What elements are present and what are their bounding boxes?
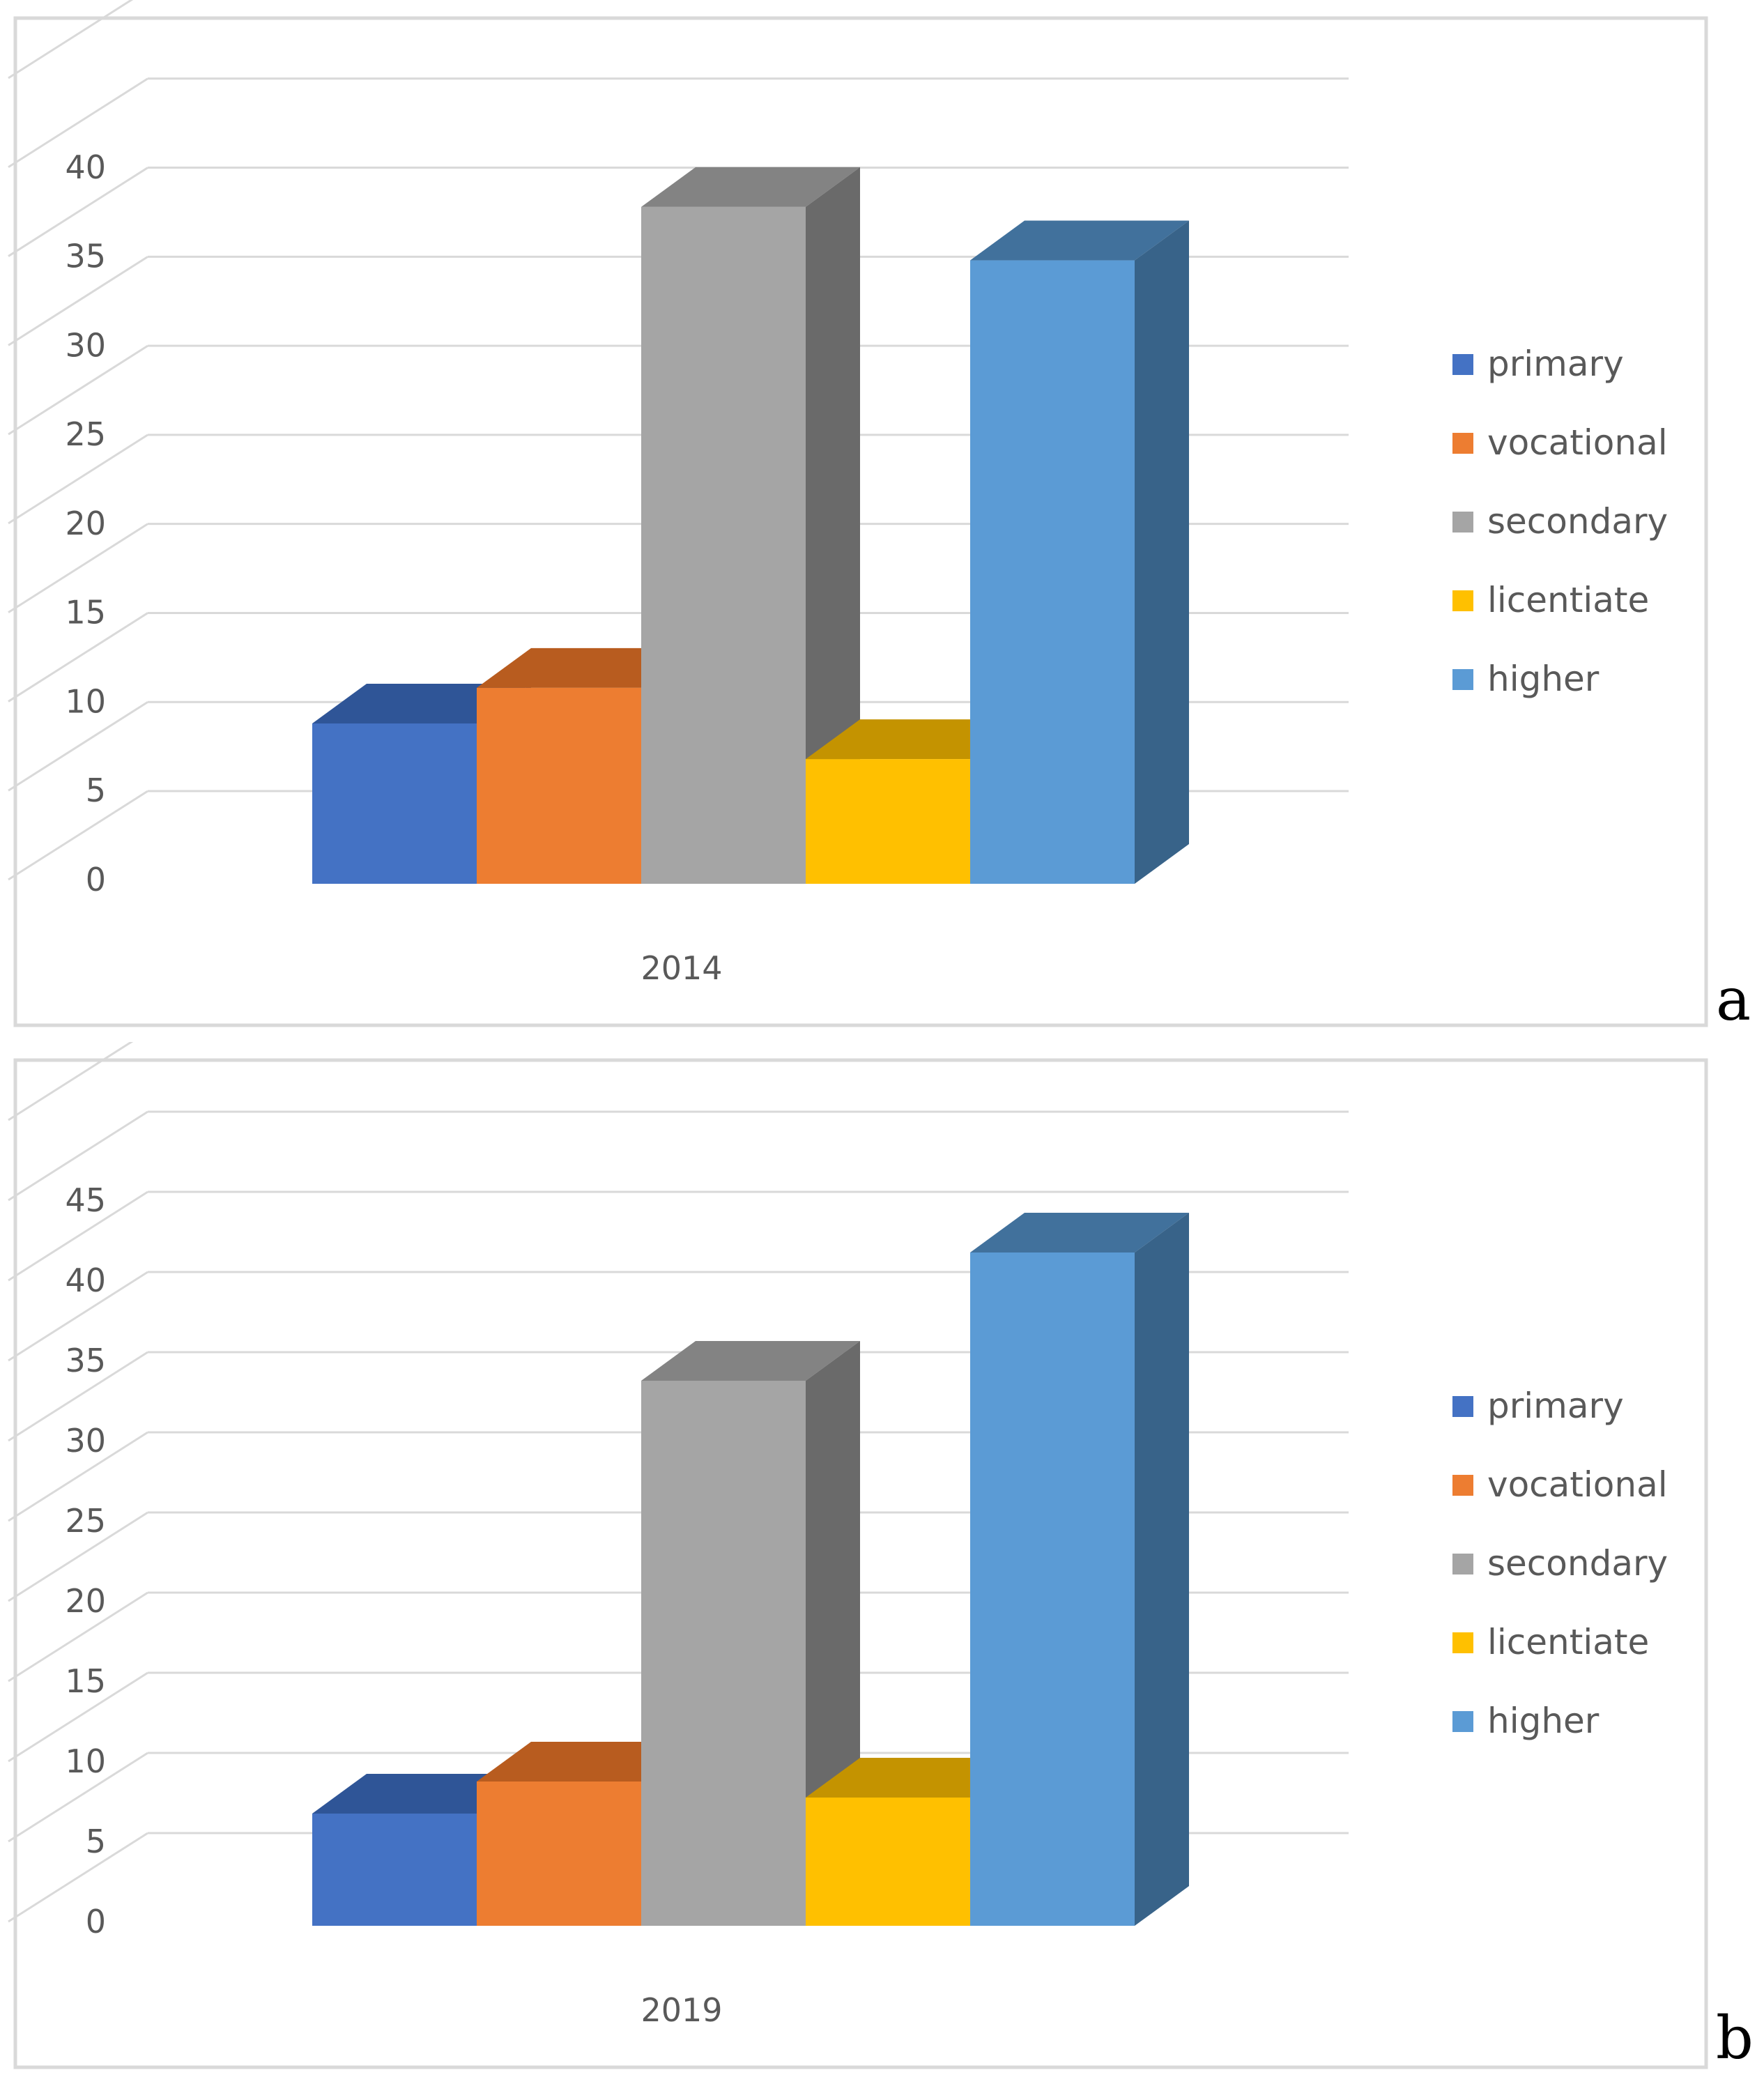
chart-a-ytick-label: 25 [65,415,106,453]
chart-a-bar-licentiate [806,759,970,884]
chart-a-svg: 0 5 10 15 20 25 30 35 40 2014 primary vocational sec… [8,0,1708,1027]
chart-b-category-label: 2019 [641,1991,722,2029]
chart-b-ytick-label: 0 [86,1903,106,1940]
chart-b-legend-label-licentiate: licentiate [1487,1622,1649,1662]
chart-b-bar-higher-top [970,1213,1189,1252]
chart-b-bar-secondary-top [641,1341,860,1381]
chart-b-grid-diagonal [8,1110,148,1202]
chart-a-bar-higher [970,260,1135,884]
chart-b-ytick-label: 40 [65,1262,106,1299]
chart-a-bar-higher-side [1135,220,1189,884]
chart-a-legend-label-vocational: vocational [1487,422,1668,463]
chart-b-bar-primary [312,1814,477,1926]
chart-b-grid-diagonal [8,1042,134,1121]
chart-a-bar-primary [312,723,477,884]
chart-a-ytick-label: 10 [65,682,106,720]
chart-a-legend-label-licentiate: licentiate [1487,580,1649,620]
chart-b-grid-diagonal [8,1752,148,1843]
chart-a-grid-diagonal [8,0,134,79]
chart-b-ytick-label: 25 [65,1502,106,1540]
chart-a-legend-swatch-primary [1452,354,1473,375]
chart-a-grid-diagonal [8,700,148,792]
chart-a-ytick-label: 0 [86,861,106,898]
chart-a-grid-diagonal [8,256,148,346]
chart-b-grid-diagonal [8,1591,148,1683]
chart-a-grid-diagonal [8,523,148,613]
chart-b-bar-primary-top [312,1774,531,1814]
chart-a-ytick-label: 30 [65,326,106,364]
chart-b-grid-diagonal [8,1190,148,1282]
chart-a-grid-diagonal [8,434,148,525]
chart-a-grid-diagonal [8,167,148,257]
chart-b-legend-swatch-secondary [1452,1554,1473,1575]
chart-panel-b: 0 5 10 15 20 25 30 35 40 45 2019 primary vocational s… [0,1042,1764,2084]
chart-b-ytick-label: 35 [65,1342,106,1379]
chart-a-legend-swatch-licentiate [1452,590,1473,611]
chart-b-grid-diagonal [8,1671,148,1763]
chart-a-bar-vocational [477,687,641,884]
chart-b-bar-higher [970,1252,1135,1926]
panel-label-a: a [1716,965,1751,1034]
chart-a-grid-diagonal [8,790,148,881]
chart-a-legend-swatch-secondary [1452,512,1473,533]
chart-b-legend-label-vocational: vocational [1487,1464,1668,1505]
chart-a-bar-vocational-top [477,648,696,688]
chart-a-grid-diagonal [8,344,148,436]
chart-a-bar-primary-top [312,684,531,723]
chart-b-legend-swatch-higher [1452,1711,1473,1732]
chart-b-ytick-label: 45 [65,1181,106,1219]
chart-b-ytick-label: 10 [65,1742,106,1780]
chart-b-bar-licentiate [806,1798,970,1926]
chart-a-ytick-label: 35 [65,238,106,275]
chart-a-ytick-label: 40 [65,148,106,186]
chart-b-legend-swatch-licentiate [1452,1632,1473,1653]
chart-a-category-label: 2014 [641,949,722,987]
chart-a-legend-label-primary: primary [1487,344,1624,384]
chart-b-legend-swatch-primary [1452,1396,1473,1417]
chart-a-legend-label-secondary: secondary [1487,501,1668,542]
chart-a-bar-higher-top [970,220,1189,261]
chart-b-legend-label-higher: higher [1487,1701,1600,1741]
chart-b-legend-swatch-vocational [1452,1475,1473,1496]
chart-b-legend-label-secondary: secondary [1487,1543,1668,1584]
chart-b-ytick-label: 15 [65,1662,106,1700]
chart-b-grid-diagonal [8,1511,148,1602]
chart-a-grid-diagonal [8,77,148,169]
chart-b-grid-diagonal [8,1431,148,1522]
chart-panel-a: 0 5 10 15 20 25 30 35 40 2014 primary vocational sec… [8,0,1751,1034]
chart-a-ytick-label: 5 [86,772,106,809]
chart-b-bar-secondary [641,1381,806,1926]
chart-a-bar-secondary [641,206,806,884]
chart-b-bar-vocational-top [477,1742,696,1782]
chart-a-legend-label-higher: higher [1487,659,1600,699]
chart-a-grid-diagonal [8,612,148,703]
chart-a-bar-secondary-side [806,167,860,884]
chart-a-ytick-label: 15 [65,594,106,631]
chart-a-legend-swatch-higher [1452,669,1473,690]
chart-b-grid-diagonal [8,1351,148,1442]
panel-label-b: b [1716,2004,1754,2072]
chart-b-bar-higher-side [1135,1213,1189,1926]
chart-b-grid-diagonal [8,1271,148,1362]
chart-a-legend-swatch-vocational [1452,433,1473,454]
chart-b-legend-label-primary: primary [1487,1386,1624,1426]
chart-a-bar-licentiate-top [806,719,1025,760]
chart-b-ytick-label: 5 [86,1823,106,1860]
chart-b-bar-vocational [477,1782,641,1926]
chart-b-ytick-label: 30 [65,1422,106,1459]
chart-a-ytick-label: 20 [65,505,106,542]
chart-b-ytick-label: 20 [65,1582,106,1620]
chart-b-grid-diagonal [8,1832,148,1923]
chart-b-svg: 0 5 10 15 20 25 30 35 40 45 2019 primary vocational s… [8,1042,1708,2069]
chart-b-bar-licentiate-top [806,1758,1025,1798]
chart-a-bar-secondary-top [641,167,860,207]
